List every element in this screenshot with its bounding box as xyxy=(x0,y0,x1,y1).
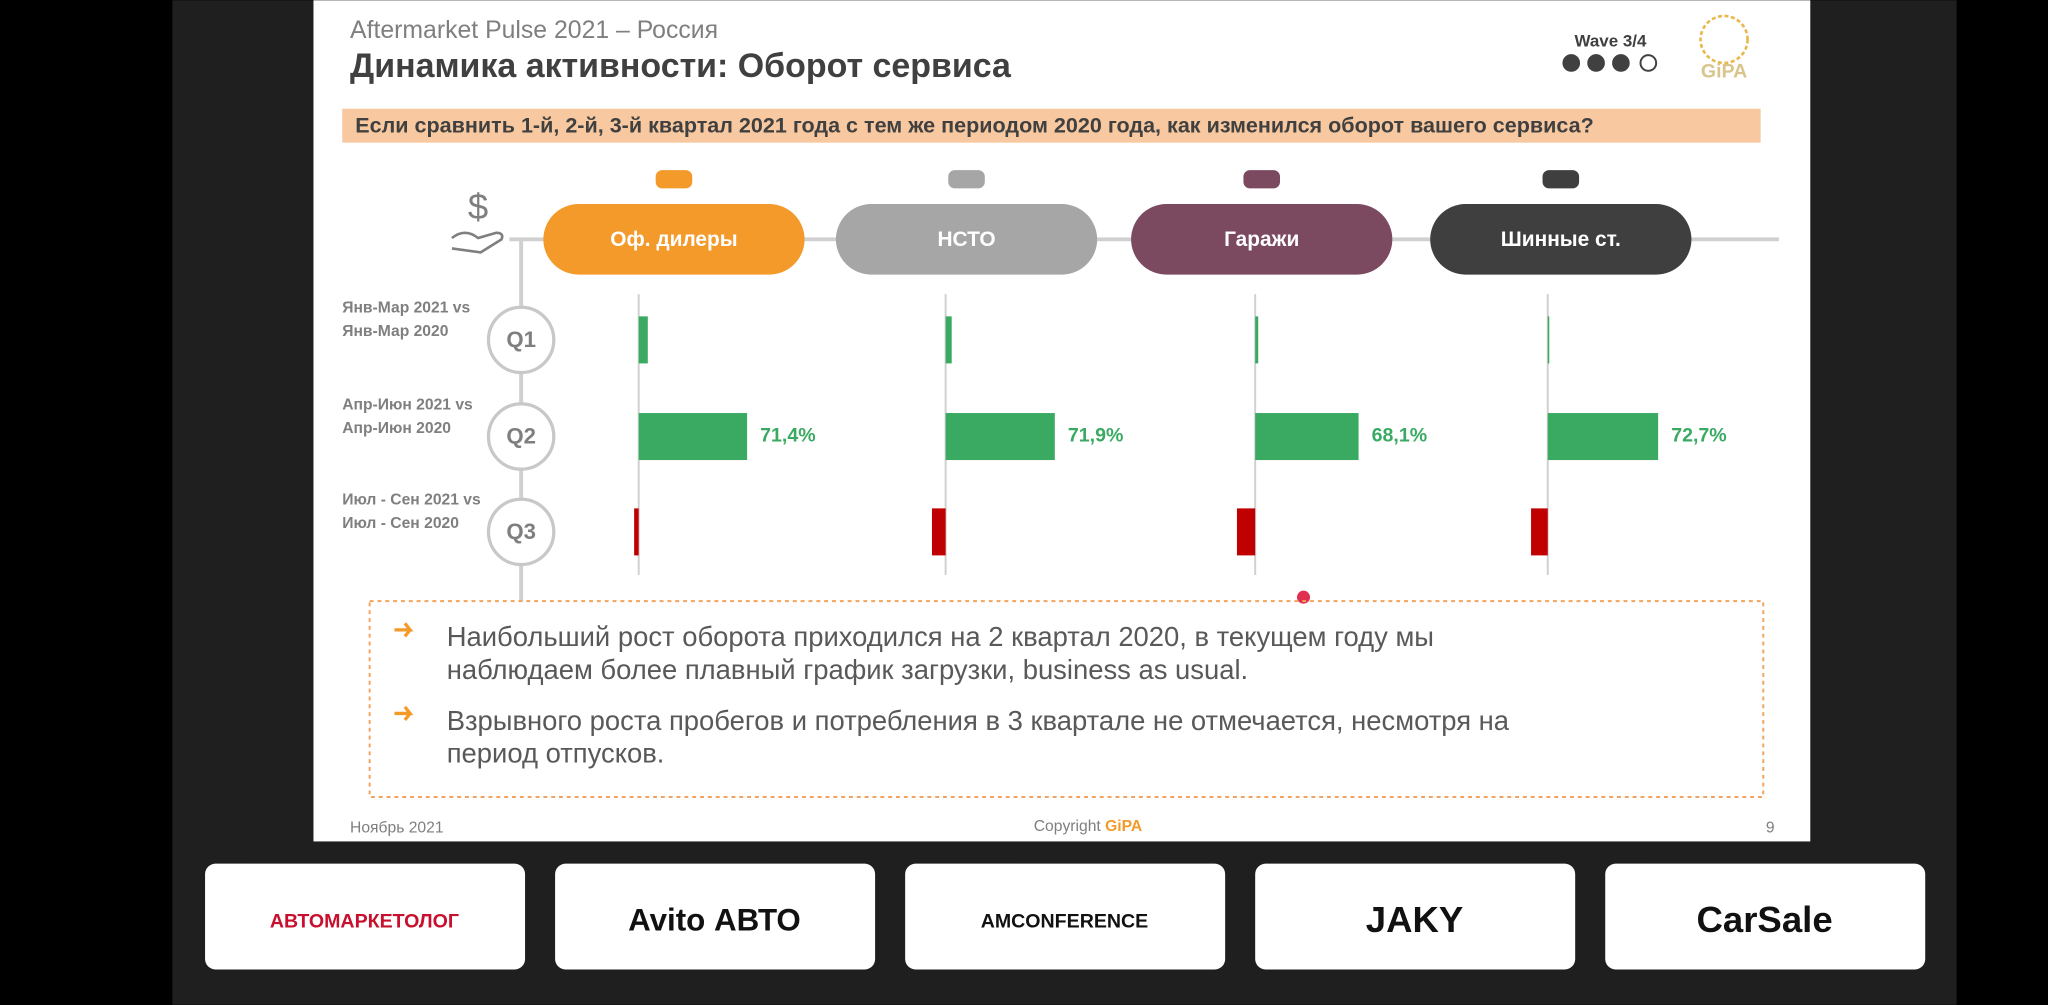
segment-pill xyxy=(1430,204,1692,275)
quarter-period: Июл - Сен 2020 xyxy=(342,515,459,532)
quarter-period: Июл - Сен 2021 vs xyxy=(342,492,481,509)
wave-label: Wave 3/4 xyxy=(1574,32,1647,51)
segment-title: Шинные ст. xyxy=(1501,228,1621,251)
segment-pill xyxy=(835,204,1098,275)
value-label: 68,1% xyxy=(1372,425,1428,447)
bar xyxy=(945,316,952,364)
quarter-label: Q2 xyxy=(506,424,536,449)
note-text: наблюдаем более плавный график загрузки,… xyxy=(447,654,1248,685)
value-label: 71,9% xyxy=(1068,425,1124,447)
sponsor-tile xyxy=(905,863,1226,970)
bar xyxy=(634,508,639,556)
value-label: 72,7% xyxy=(1671,425,1727,447)
brand: GiPA xyxy=(1105,818,1142,835)
value-label: 71,4% xyxy=(760,425,816,447)
segment-icon xyxy=(1542,170,1580,189)
logo-text: GiPA xyxy=(1701,60,1747,82)
bar xyxy=(1255,413,1359,461)
segment-title: Гаражи xyxy=(1224,228,1299,251)
svg-text:$: $ xyxy=(468,186,488,227)
bar xyxy=(945,413,1055,461)
sponsor-tile xyxy=(555,863,876,970)
logo: GiPA xyxy=(1699,14,1749,82)
sponsor-name: Avito АВТО xyxy=(628,903,801,938)
segment-pill xyxy=(543,204,805,275)
note-text: период отпусков. xyxy=(447,737,665,768)
bar xyxy=(931,508,946,556)
bar xyxy=(1531,508,1548,556)
segment-icon xyxy=(948,170,985,189)
segment-title: Оф. дилеры xyxy=(610,228,737,251)
segment-icon xyxy=(655,170,693,189)
quarter-period: Янв-Мар 2021 vs xyxy=(342,300,470,317)
quarter-period: Апр-Июн 2021 vs xyxy=(342,396,473,413)
sponsor-name: AMCONFERENCE xyxy=(981,911,1149,933)
bar xyxy=(1547,413,1659,461)
quarter-circle xyxy=(486,402,556,471)
sponsor-tile xyxy=(1605,863,1926,970)
segment-title: НСТО xyxy=(937,228,995,251)
question-bar xyxy=(342,108,1761,143)
sponsor-name: JAKY xyxy=(1366,899,1464,940)
bar xyxy=(638,316,648,364)
question: Если сравнить 1-й, 2-й, 3-й квартал 2021… xyxy=(355,113,1594,138)
quarter-period: Апр-Июн 2020 xyxy=(342,420,451,437)
quarter-circle xyxy=(486,305,556,375)
bar xyxy=(638,413,748,461)
note-text: Наибольший рост оборота приходился на 2 … xyxy=(447,621,1434,652)
sponsor-name: CarSale xyxy=(1696,899,1832,940)
quarter-circle xyxy=(486,497,556,567)
wave-dots xyxy=(1562,54,1658,72)
sponsor-tile xyxy=(1255,863,1576,970)
note-arrow xyxy=(394,705,414,721)
bar xyxy=(1255,316,1259,364)
quarter-label: Q1 xyxy=(506,327,536,352)
quarter-period: Янв-Мар 2020 xyxy=(342,323,449,340)
segment-pill xyxy=(1131,204,1393,275)
bar xyxy=(1236,508,1256,556)
note-text: Взрывного роста пробегов и потребления в… xyxy=(447,705,1510,736)
note-arrow xyxy=(394,622,414,638)
segment-icon xyxy=(1243,170,1280,189)
money-icon: $ xyxy=(451,186,504,254)
sponsor-tile xyxy=(205,863,526,970)
footer-copyright: Copyright GiPA xyxy=(1034,818,1143,835)
notes-box xyxy=(368,600,1765,799)
bar xyxy=(1547,316,1550,364)
page-number: 9 xyxy=(1766,820,1775,837)
quarter-label: Q3 xyxy=(506,519,536,544)
sponsor-name: АВТОМАРКЕТОЛОГ xyxy=(270,911,459,933)
slide-title: Динамика активности: Оборот сервиса xyxy=(350,47,1012,85)
copyright: Copyright xyxy=(1034,818,1102,835)
slide-subtitle: Aftermarket Pulse 2021 – Россия xyxy=(350,17,718,44)
footer-date: Ноябрь 2021 xyxy=(350,820,444,837)
cursor-dot xyxy=(1296,590,1311,604)
